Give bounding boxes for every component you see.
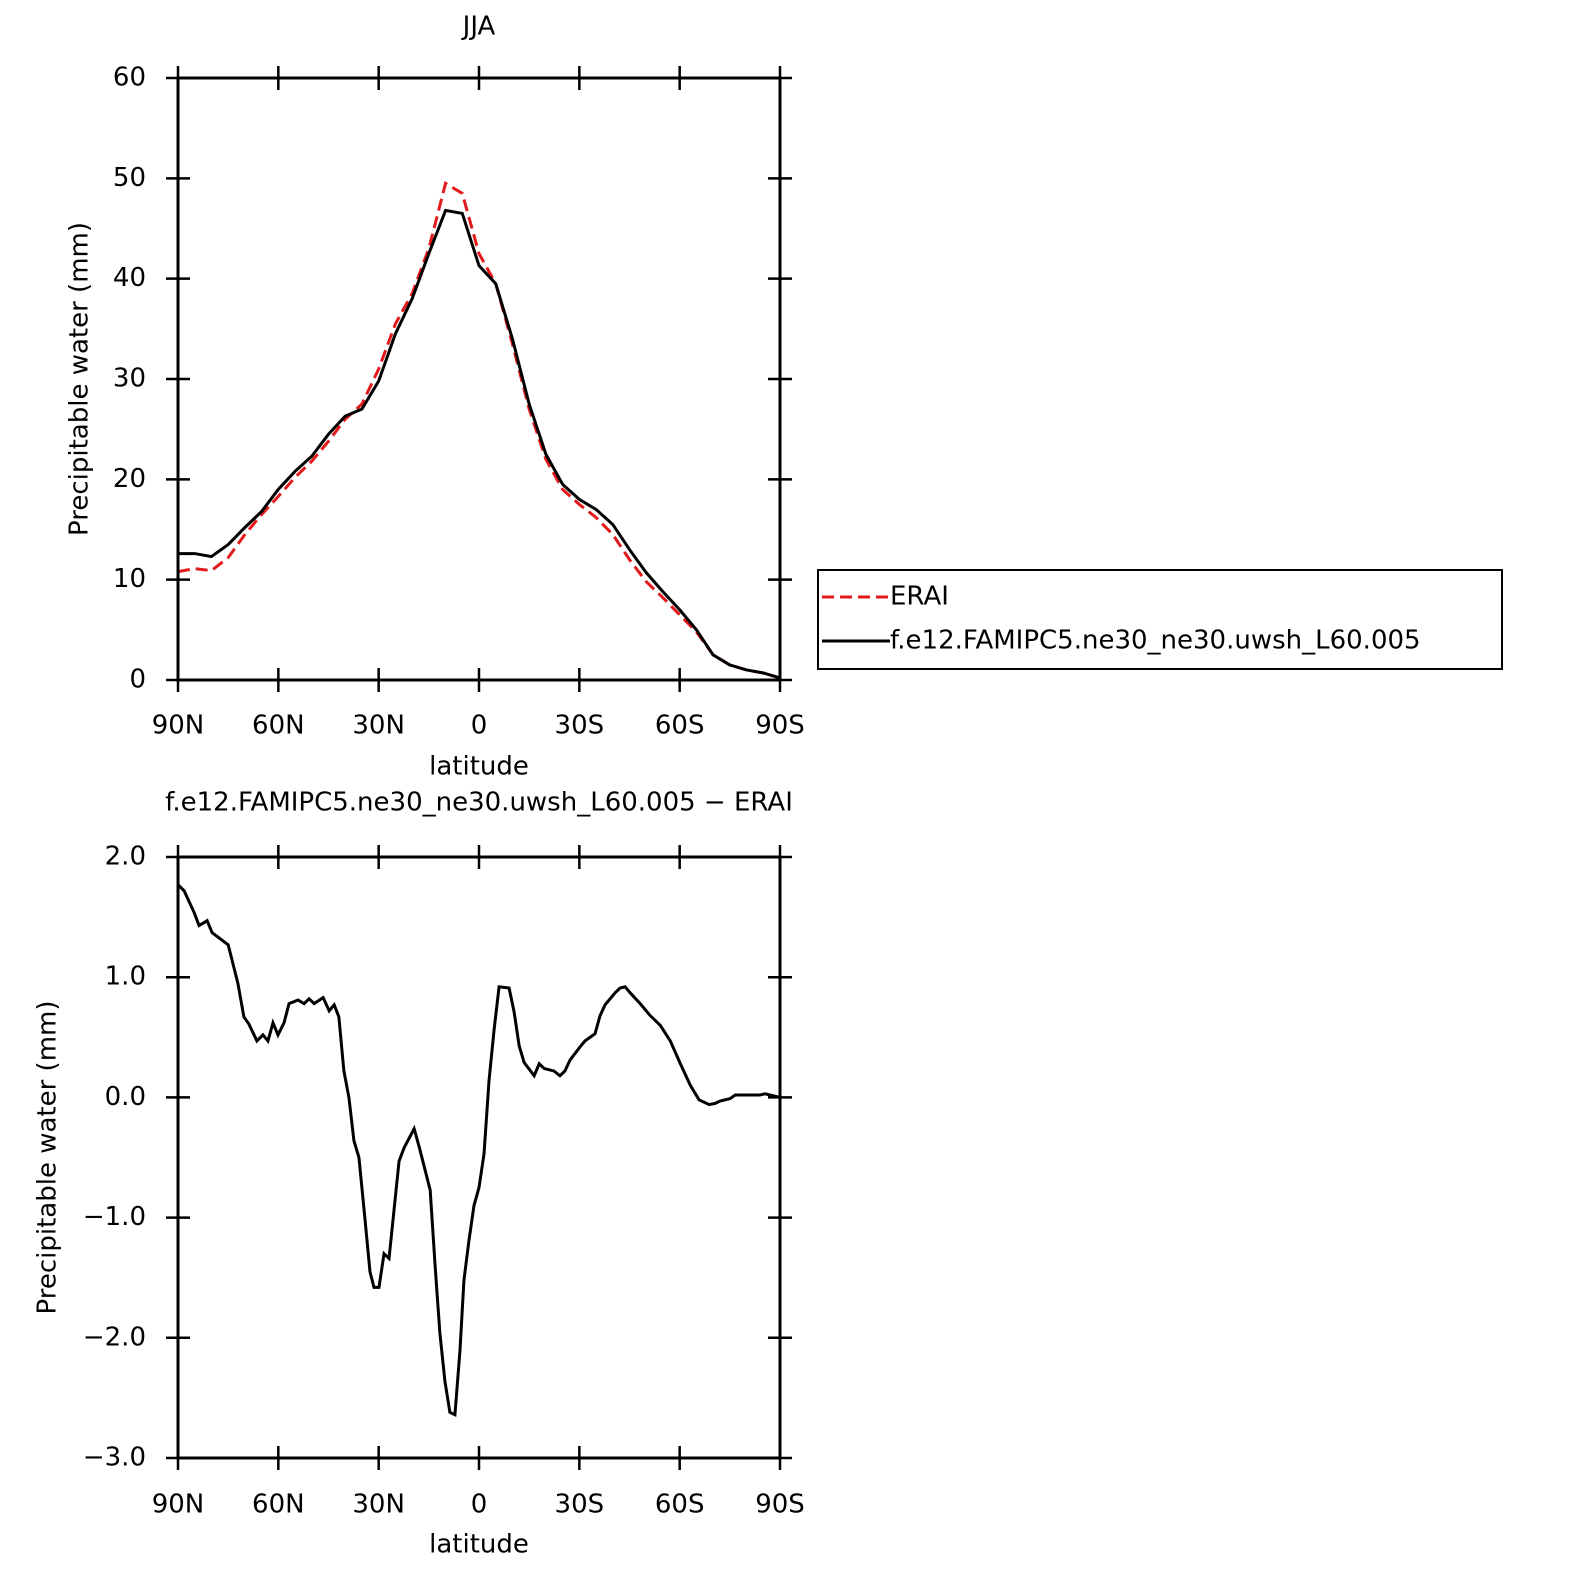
x-tick-label: 60N [252, 1490, 305, 1520]
data-line [177, 181, 781, 680]
x-tick-label: 60N [252, 711, 305, 741]
y-tick-label: −2.0 [83, 1322, 146, 1352]
data-line [176, 883, 781, 1418]
plot-frame [176, 855, 782, 1460]
y-tick-label: 0.0 [105, 1082, 146, 1112]
y-axis-label: Precipitable water (mm) [33, 1001, 63, 1315]
y-tick-label: 10 [113, 564, 146, 594]
x-tick-label: 0 [471, 1490, 488, 1520]
x-tick-label: 90N [152, 1490, 205, 1520]
x-axis-label: latitude [429, 1530, 529, 1560]
y-tick-label: 2.0 [105, 842, 146, 872]
chart-title: JJA [461, 12, 496, 42]
y-tick-label: 30 [113, 364, 146, 394]
plot-frame [176, 76, 782, 682]
x-tick-label: 30S [555, 1490, 605, 1520]
y-tick-label: 40 [113, 263, 146, 293]
legend-label: f.e12.FAMIPC5.ne30_ne30.uwsh_L60.005 [890, 626, 1421, 656]
x-tick-label: 90S [755, 711, 805, 741]
y-tick-label: −1.0 [83, 1202, 146, 1232]
x-tick-label: 30N [352, 711, 405, 741]
chart-title: f.e12.FAMIPC5.ne30_ne30.uwsh_L60.005 − E… [165, 788, 793, 818]
y-tick-label: 1.0 [105, 962, 146, 992]
x-tick-label: 30N [352, 1490, 405, 1520]
x-axis-label: latitude [429, 752, 529, 782]
y-tick-label: 0 [129, 665, 146, 695]
y-tick-label: −3.0 [83, 1443, 146, 1473]
legend-box [817, 569, 1503, 670]
x-tick-label: 30S [555, 711, 605, 741]
x-tick-label: 60S [655, 1490, 705, 1520]
legend-label: ERAI [890, 582, 949, 612]
x-tick-label: 60S [655, 711, 705, 741]
x-tick-label: 0 [471, 711, 488, 741]
y-axis-label: Precipitable water (mm) [65, 222, 95, 536]
x-tick-label: 90N [152, 711, 205, 741]
y-tick-label: 60 [113, 63, 146, 93]
data-line [178, 208, 781, 680]
y-tick-label: 20 [113, 464, 146, 494]
x-tick-label: 90S [755, 1490, 805, 1520]
y-tick-label: 50 [113, 163, 146, 193]
